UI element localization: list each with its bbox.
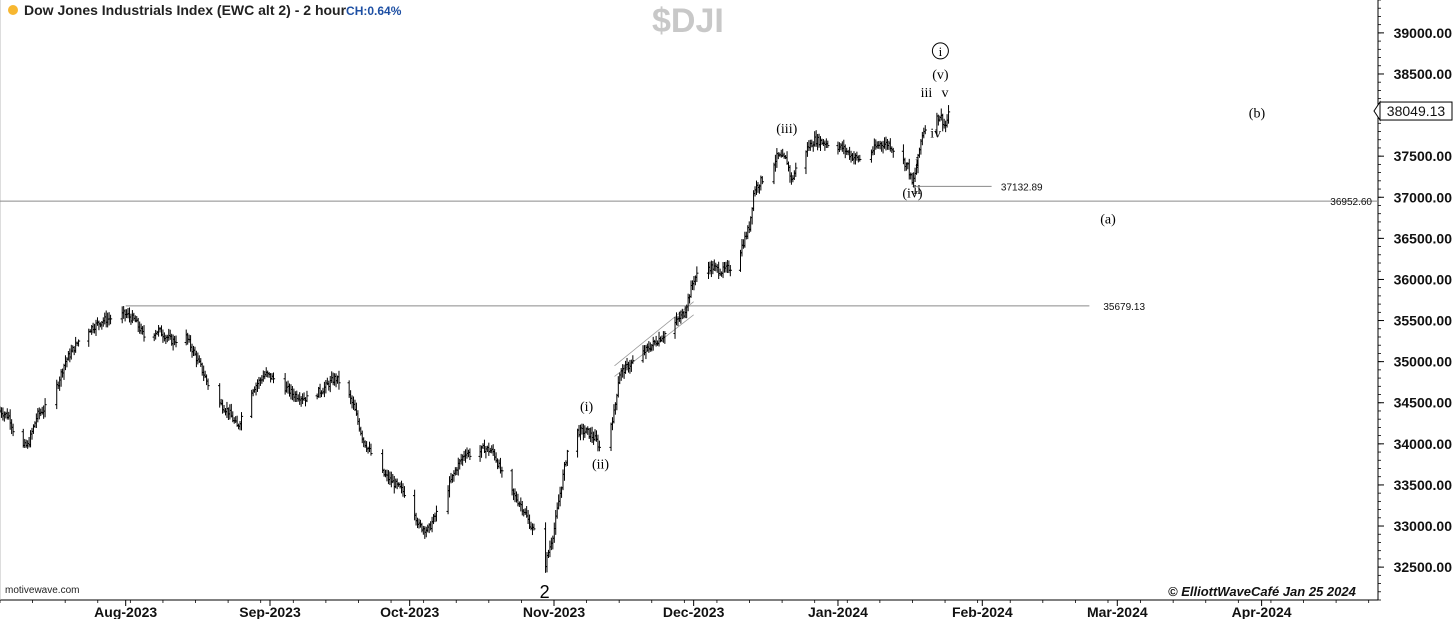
- channel-line-1: [614, 314, 694, 377]
- ohlc-bar: [728, 265, 732, 277]
- ohlc-bar: [434, 505, 439, 522]
- x-tick-label: Mar-2024: [1087, 604, 1148, 619]
- ohlc-bar: [597, 440, 601, 452]
- ohlc-bar: [369, 443, 373, 456]
- ohlc-bar: [760, 176, 764, 185]
- wave-label: (iii): [776, 122, 797, 137]
- wave-label: (v): [932, 68, 949, 83]
- channel-line-2: [614, 301, 694, 367]
- x-tick-label: Dec-2023: [663, 604, 725, 619]
- ohlc-bar: [695, 266, 699, 283]
- ohlc-bar: [402, 486, 407, 498]
- ohlc-bar: [858, 154, 862, 162]
- wave-circle: [931, 42, 949, 60]
- ohlc-bar: [565, 449, 569, 466]
- wave-label-2: 2: [540, 582, 550, 602]
- ohlc-bar: [108, 314, 113, 325]
- y-tick-label: 37000.00: [1394, 189, 1453, 205]
- ohlc-bar: [500, 466, 504, 478]
- wave-label: (a): [1100, 213, 1116, 228]
- last-price-pointer: [1373, 100, 1381, 122]
- y-tick-label: 35500.00: [1394, 313, 1453, 329]
- status-dot-icon: [8, 5, 18, 15]
- wave-label: (i): [580, 400, 594, 415]
- y-tick-label: 36500.00: [1394, 230, 1453, 246]
- wave-label: v: [942, 86, 949, 101]
- y-tick-label: 32500.00: [1394, 559, 1453, 575]
- ohlc-bar: [468, 448, 472, 460]
- ohlc-bar: [946, 105, 951, 124]
- wave-label-circled-i: i: [939, 44, 943, 59]
- wave-label: (ii): [592, 457, 609, 472]
- x-tick-label: Apr-2024: [1232, 604, 1292, 619]
- ohlc-bar: [826, 140, 830, 148]
- x-tick-label: Sep-2023: [239, 604, 301, 619]
- y-tick-label: 37500.00: [1394, 148, 1453, 164]
- x-tick-label: Aug-2023: [94, 604, 157, 619]
- ohlc-bar: [11, 423, 15, 437]
- chart-header: Dow Jones Industrials Index (EWC alt 2) …: [8, 2, 401, 18]
- wave-label: iii: [921, 86, 933, 101]
- y-tick-label: 33000.00: [1394, 518, 1453, 534]
- ohlc-bar: [663, 331, 667, 344]
- ohlc-bar: [76, 339, 81, 347]
- last-price-label: 38049.13: [1387, 103, 1446, 119]
- wave-label: (iv): [902, 186, 923, 201]
- ohlc-bar: [174, 335, 178, 348]
- y-tick-label: 36000.00: [1394, 271, 1453, 287]
- ohlc-bar: [794, 162, 798, 177]
- chart-title: Dow Jones Industrials Index (EWC alt 2) …: [24, 2, 347, 18]
- hline-37132-label: 37132.89: [1001, 182, 1043, 193]
- x-tick-label: Oct-2023: [380, 604, 439, 619]
- ohlc-bar: [532, 523, 536, 531]
- ohlc-bar: [206, 378, 210, 390]
- x-tick-label: Feb-2024: [952, 604, 1013, 619]
- y-tick-label: 34500.00: [1394, 395, 1453, 411]
- ohlc-bar: [305, 390, 309, 403]
- y-tick-label: 34000.00: [1394, 436, 1453, 452]
- y-tick-label: 35000.00: [1394, 354, 1453, 370]
- ohlc-bar: [271, 372, 276, 384]
- y-tick-label: 39000.00: [1394, 25, 1453, 41]
- wave-label: i: [915, 155, 919, 170]
- ohlc-bar: [891, 147, 895, 158]
- hline-35679-label: 35679.13: [1103, 302, 1145, 313]
- x-tick-label: Nov-2023: [523, 604, 585, 619]
- wave-label: ii: [913, 183, 921, 198]
- hline-36952-label: 36952.60: [1330, 197, 1372, 208]
- wave-label: (b): [1249, 107, 1266, 122]
- ohlc-bar: [142, 325, 146, 342]
- wave-label: iv: [930, 126, 941, 141]
- source-label: motivewave.com: [5, 585, 80, 596]
- y-tick-label: 38500.00: [1394, 66, 1453, 82]
- symbol-watermark: $DJI: [652, 2, 724, 40]
- y-tick-label: 33500.00: [1394, 477, 1453, 493]
- ohlc-bar: [631, 355, 635, 365]
- x-tick-label: Jan-2024: [808, 604, 868, 619]
- ohlc-bar: [239, 412, 244, 431]
- change-percent: CH:0.64%: [346, 4, 402, 18]
- copyright-label: © ElliottWaveCafé Jan 25 2024: [1168, 584, 1356, 599]
- ohlc-bar: [923, 125, 927, 135]
- ohlc-bar: [43, 398, 47, 418]
- ohlc-bar: [337, 370, 341, 390]
